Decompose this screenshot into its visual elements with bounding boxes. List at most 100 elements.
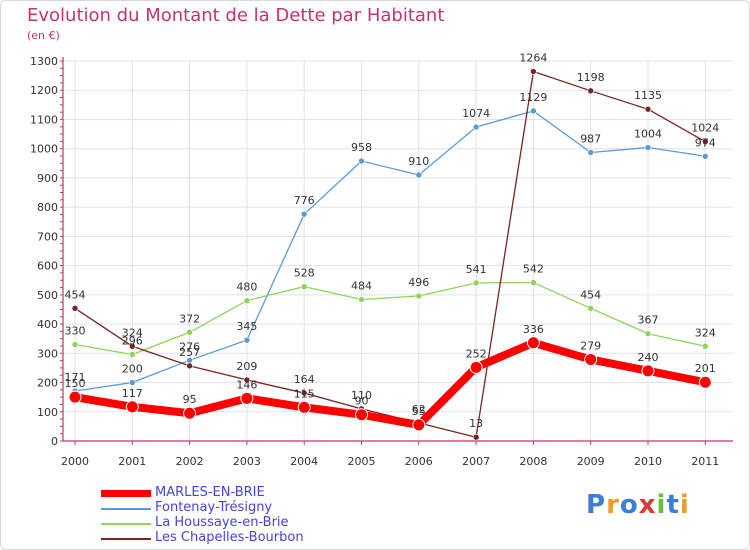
data-label: 171 [65, 371, 86, 384]
y-tick-label: 1000 [30, 143, 58, 156]
logo-letter: x [638, 490, 657, 520]
legend-label: La Houssaye-en-Brie [155, 515, 289, 530]
x-tick-label: 2002 [176, 455, 204, 468]
legend-swatch [101, 508, 151, 510]
data-point [587, 149, 595, 156]
data-label: 296 [122, 334, 143, 347]
data-label: 542 [523, 263, 544, 276]
series-line [74, 110, 706, 392]
data-label: 330 [65, 325, 86, 338]
data-label: 209 [236, 360, 257, 373]
data-label: 164 [294, 373, 315, 386]
data-point [300, 283, 308, 290]
data-label: 1198 [577, 71, 605, 84]
data-label: 480 [236, 281, 257, 294]
data-label: 117 [122, 387, 143, 400]
data-label: 528 [294, 267, 315, 280]
data-point [701, 152, 709, 160]
data-point [129, 351, 136, 358]
data-label: 115 [294, 387, 315, 400]
x-tick-label: 2006 [405, 455, 433, 468]
data-point [68, 390, 82, 404]
data-point [71, 304, 79, 312]
data-point [129, 342, 136, 350]
data-label: 372 [179, 312, 200, 325]
x-tick-label: 2004 [290, 455, 318, 468]
data-label: 367 [638, 314, 659, 327]
data-point [186, 328, 193, 336]
x-tick-label: 2000 [61, 455, 89, 468]
data-label: 454 [65, 288, 86, 301]
y-tick-label: 1100 [30, 113, 58, 126]
y-tick-label: 1200 [30, 84, 58, 97]
data-point [415, 171, 423, 179]
data-label: 62 [412, 403, 426, 416]
data-label: 987 [580, 132, 601, 145]
x-tick-label: 2001 [118, 455, 146, 468]
legend-swatch [101, 523, 151, 525]
data-label: 910 [408, 155, 429, 168]
data-point [584, 352, 598, 366]
data-point [641, 364, 655, 378]
data-label: 90 [355, 395, 369, 408]
x-tick-label: 2011 [691, 455, 719, 468]
data-label: 279 [580, 339, 601, 352]
y-tick-label: 0 [51, 435, 58, 448]
logo-letter: o [619, 490, 639, 520]
data-point [701, 138, 709, 145]
legend-label: MARLES-EN-BRIE [155, 485, 265, 500]
data-point [526, 336, 540, 350]
data-label: 336 [523, 323, 544, 336]
data-label: 776 [294, 194, 315, 207]
data-point [240, 391, 254, 405]
data-label: 146 [236, 378, 257, 391]
data-point [243, 336, 251, 344]
y-tick-label: 900 [37, 172, 58, 185]
y-tick-label: 400 [37, 318, 58, 331]
y-tick-label: 800 [37, 201, 58, 214]
data-point [530, 68, 537, 75]
data-label: 496 [408, 276, 429, 289]
x-tick-label: 2003 [233, 455, 261, 468]
data-point [412, 418, 426, 432]
data-point [530, 279, 537, 286]
y-tick-label: 1300 [30, 55, 58, 68]
data-label: 1074 [462, 107, 490, 120]
y-tick-label: 700 [37, 230, 58, 243]
logo-letter: i [679, 490, 690, 520]
data-point [701, 342, 709, 350]
data-point [472, 279, 480, 287]
data-point [355, 408, 368, 422]
data-label: 201 [695, 362, 716, 375]
y-tick-label: 500 [37, 289, 58, 302]
logo-letter: P [586, 490, 607, 520]
data-point [358, 296, 365, 303]
y-tick-label: 200 [37, 377, 58, 390]
legend-label: Fontenay-Trésigny [155, 500, 273, 515]
data-label: 958 [351, 141, 372, 154]
legend-swatch [101, 490, 151, 497]
data-point [129, 379, 136, 386]
data-point [587, 304, 595, 312]
logo-letter: r [606, 490, 620, 520]
data-label: 276 [179, 340, 200, 353]
chart-subtitle: (en €) [27, 29, 60, 42]
data-label: 55 [412, 405, 426, 418]
data-point [125, 400, 139, 414]
data-point [698, 375, 712, 389]
data-label: 110 [351, 389, 372, 402]
data-point [472, 123, 480, 131]
data-point [297, 400, 311, 414]
data-point [644, 105, 652, 113]
y-tick-label: 100 [37, 406, 58, 419]
data-point [472, 433, 480, 441]
x-tick-label: 2009 [577, 455, 605, 468]
legend-label: Les Chapelles-Bourbon [155, 530, 304, 545]
data-point [358, 157, 365, 165]
data-point [71, 341, 79, 348]
data-point [415, 292, 423, 300]
data-point [243, 297, 251, 304]
x-tick-label: 2008 [519, 455, 547, 468]
series-line [71, 338, 710, 429]
